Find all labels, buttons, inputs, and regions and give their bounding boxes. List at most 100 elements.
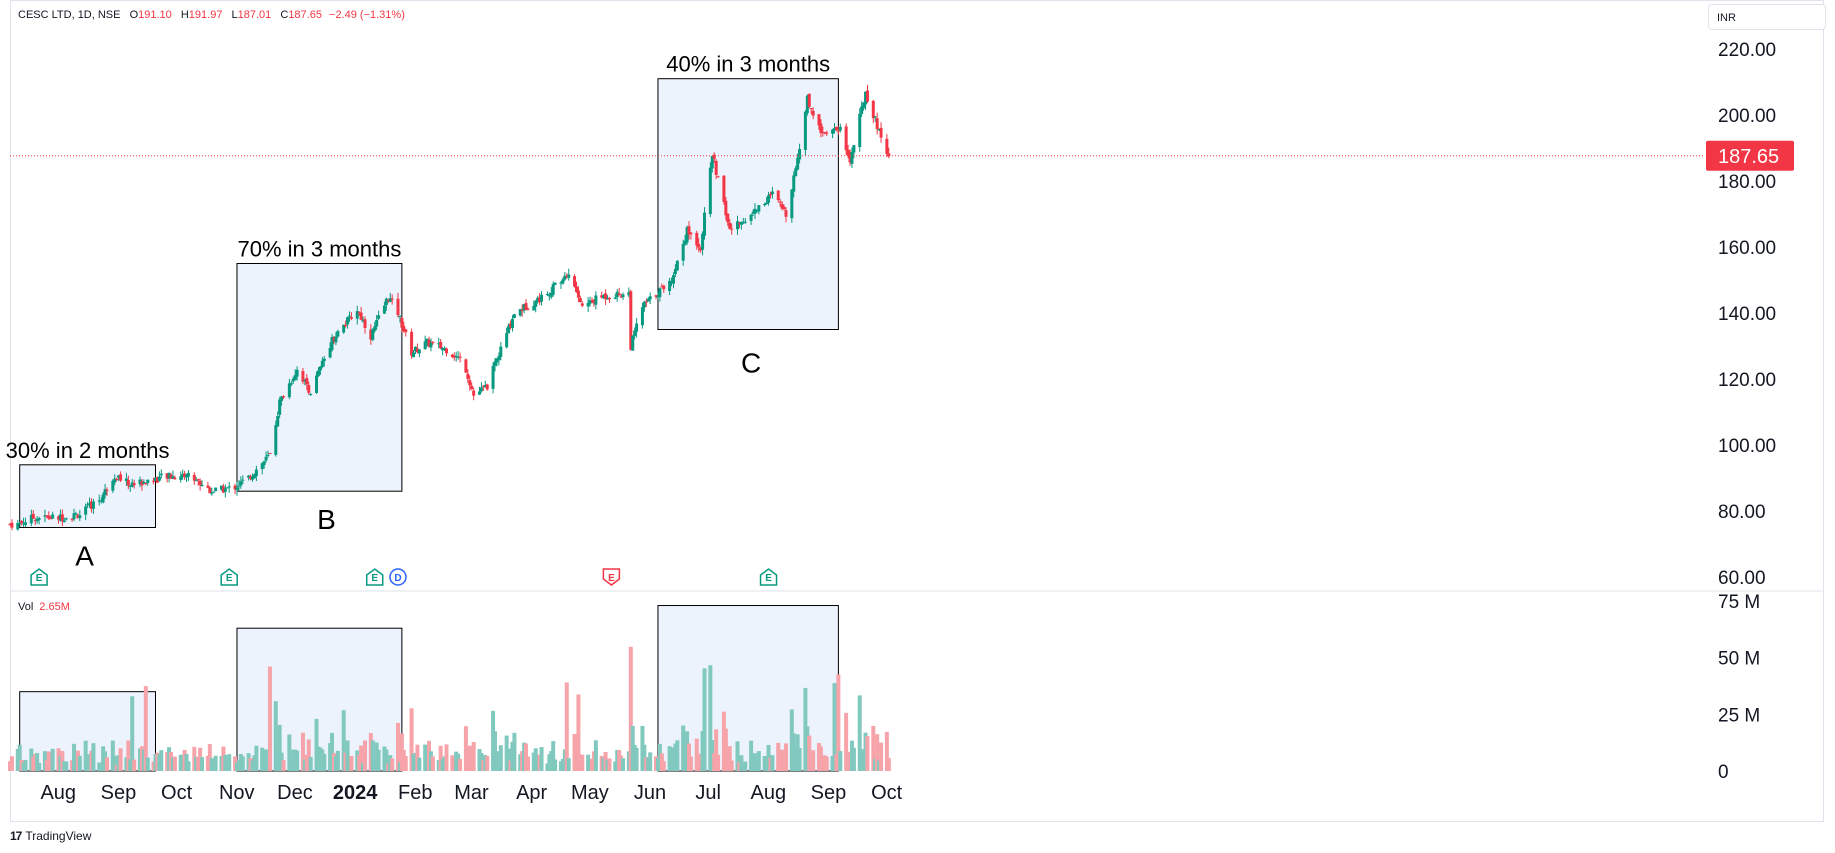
- volume-bar: [376, 749, 381, 771]
- volume-bar: [621, 758, 626, 771]
- volume-bar: [186, 761, 191, 771]
- candle-body: [701, 233, 705, 250]
- volume-bar: [273, 701, 278, 771]
- candle-body: [617, 293, 621, 296]
- candle-body: [780, 203, 784, 209]
- candle-body: [369, 329, 373, 340]
- earnings-marker-icon[interactable]: E: [220, 568, 238, 586]
- candle-body: [831, 129, 835, 134]
- candle-body: [685, 227, 689, 243]
- high-value: 191.97: [188, 9, 223, 21]
- volume-bar: [784, 743, 788, 771]
- candle-body: [208, 487, 212, 494]
- candle-body: [119, 474, 123, 481]
- candle-body: [76, 515, 80, 519]
- candle-body: [776, 190, 780, 201]
- price-range-box[interactable]: [19, 464, 157, 528]
- candle-body: [214, 487, 218, 492]
- candle-body: [344, 324, 348, 327]
- volume-bar: [132, 759, 137, 771]
- volume-bar: [688, 756, 693, 771]
- candle-body: [126, 479, 130, 486]
- open-label: O: [129, 9, 139, 21]
- candle-body: [427, 339, 431, 347]
- volume-bar: [227, 754, 232, 771]
- volume-bar: [634, 747, 639, 771]
- candle-body: [103, 489, 107, 496]
- candle-body: [200, 485, 204, 487]
- open-value: 191.10: [138, 9, 172, 21]
- candle-body: [237, 485, 241, 487]
- candle-body: [31, 513, 35, 519]
- candle-body: [604, 293, 608, 300]
- candle-body: [660, 286, 664, 288]
- volume-label: Vol: [18, 601, 34, 613]
- candle-body: [671, 275, 675, 284]
- time-tick-label: Sep: [811, 782, 847, 804]
- volume-bar: [865, 736, 870, 771]
- candle-body: [165, 473, 169, 479]
- price-range-box[interactable]: [236, 263, 403, 492]
- candle-body: [99, 500, 103, 502]
- candle-body: [823, 131, 827, 134]
- volume-bar: [564, 682, 569, 771]
- candle-body: [860, 106, 864, 114]
- earnings-marker-icon[interactable]: E: [759, 568, 778, 586]
- candle-body: [852, 145, 856, 153]
- candle-body: [532, 305, 536, 311]
- candle-body: [621, 294, 625, 298]
- candle-body: [266, 454, 270, 456]
- candle-body: [703, 212, 707, 236]
- volume-bar: [417, 757, 422, 771]
- candle-body: [522, 304, 526, 311]
- volume-bar: [300, 732, 305, 771]
- candle-body: [549, 292, 553, 298]
- candle-body: [167, 473, 171, 479]
- currency-selector[interactable]: INR: [1708, 4, 1826, 30]
- volume-bar: [64, 761, 69, 771]
- earnings-marker-icon[interactable]: E: [602, 568, 621, 586]
- candle-body: [130, 482, 134, 487]
- candle-body: [565, 275, 569, 277]
- candle-body: [155, 477, 159, 483]
- candle-body: [613, 297, 617, 299]
- volume-bar: [770, 755, 775, 771]
- candle-body: [536, 297, 540, 302]
- candle-body: [873, 116, 877, 118]
- candle-body: [251, 476, 254, 480]
- candle-body: [342, 324, 346, 333]
- candle-body: [91, 501, 95, 509]
- candle-body: [210, 493, 214, 495]
- volume-bar: [409, 708, 414, 771]
- candle-body: [22, 523, 26, 525]
- price-tick-label: 200.00: [1718, 106, 1776, 127]
- candle-body: [668, 280, 672, 292]
- candle-body: [507, 325, 511, 334]
- time-tick-label: Sep: [101, 782, 137, 804]
- volume-bar: [797, 748, 802, 771]
- earnings-marker-icon[interactable]: E: [30, 568, 48, 586]
- candle-body: [404, 329, 408, 333]
- time-tick-label: Oct: [871, 782, 903, 804]
- candle-body: [278, 399, 282, 415]
- tradingview-brand[interactable]: 17 TradingView: [10, 829, 91, 843]
- earnings-marker-icon[interactable]: E: [365, 568, 384, 586]
- candle-body: [264, 456, 268, 461]
- candle-body: [262, 461, 266, 466]
- candle-body: [196, 479, 200, 481]
- candle-body: [553, 282, 557, 285]
- candle-body: [227, 486, 231, 488]
- candle-body: [590, 300, 594, 302]
- candle-body: [670, 282, 674, 284]
- volume-bar: [661, 761, 666, 771]
- candle-body: [483, 384, 487, 388]
- candle-body: [753, 208, 757, 214]
- time-tick-label: Mar: [454, 782, 489, 804]
- dividend-marker-icon[interactable]: D: [389, 568, 407, 586]
- volume-bar: [648, 752, 653, 771]
- candle-body: [223, 488, 227, 492]
- candle-body: [470, 385, 474, 390]
- price-range-box[interactable]: [657, 78, 839, 330]
- candle-body: [817, 114, 821, 126]
